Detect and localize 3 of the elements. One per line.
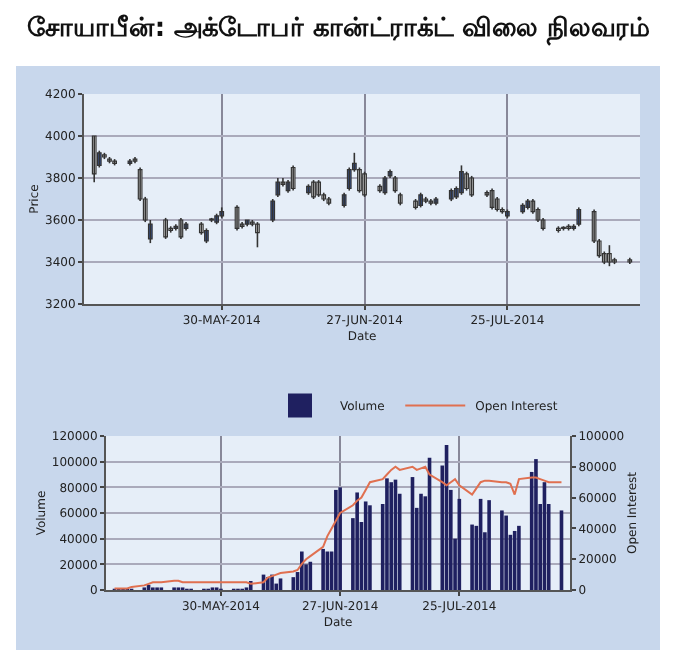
- chart-title: சோயாபீன்: அக்டோபர் கான்ட்ராக்ட் விலை நிலவரம்: [24, 12, 652, 50]
- line-series: [113, 465, 563, 590]
- candlestick: [607, 244, 612, 267]
